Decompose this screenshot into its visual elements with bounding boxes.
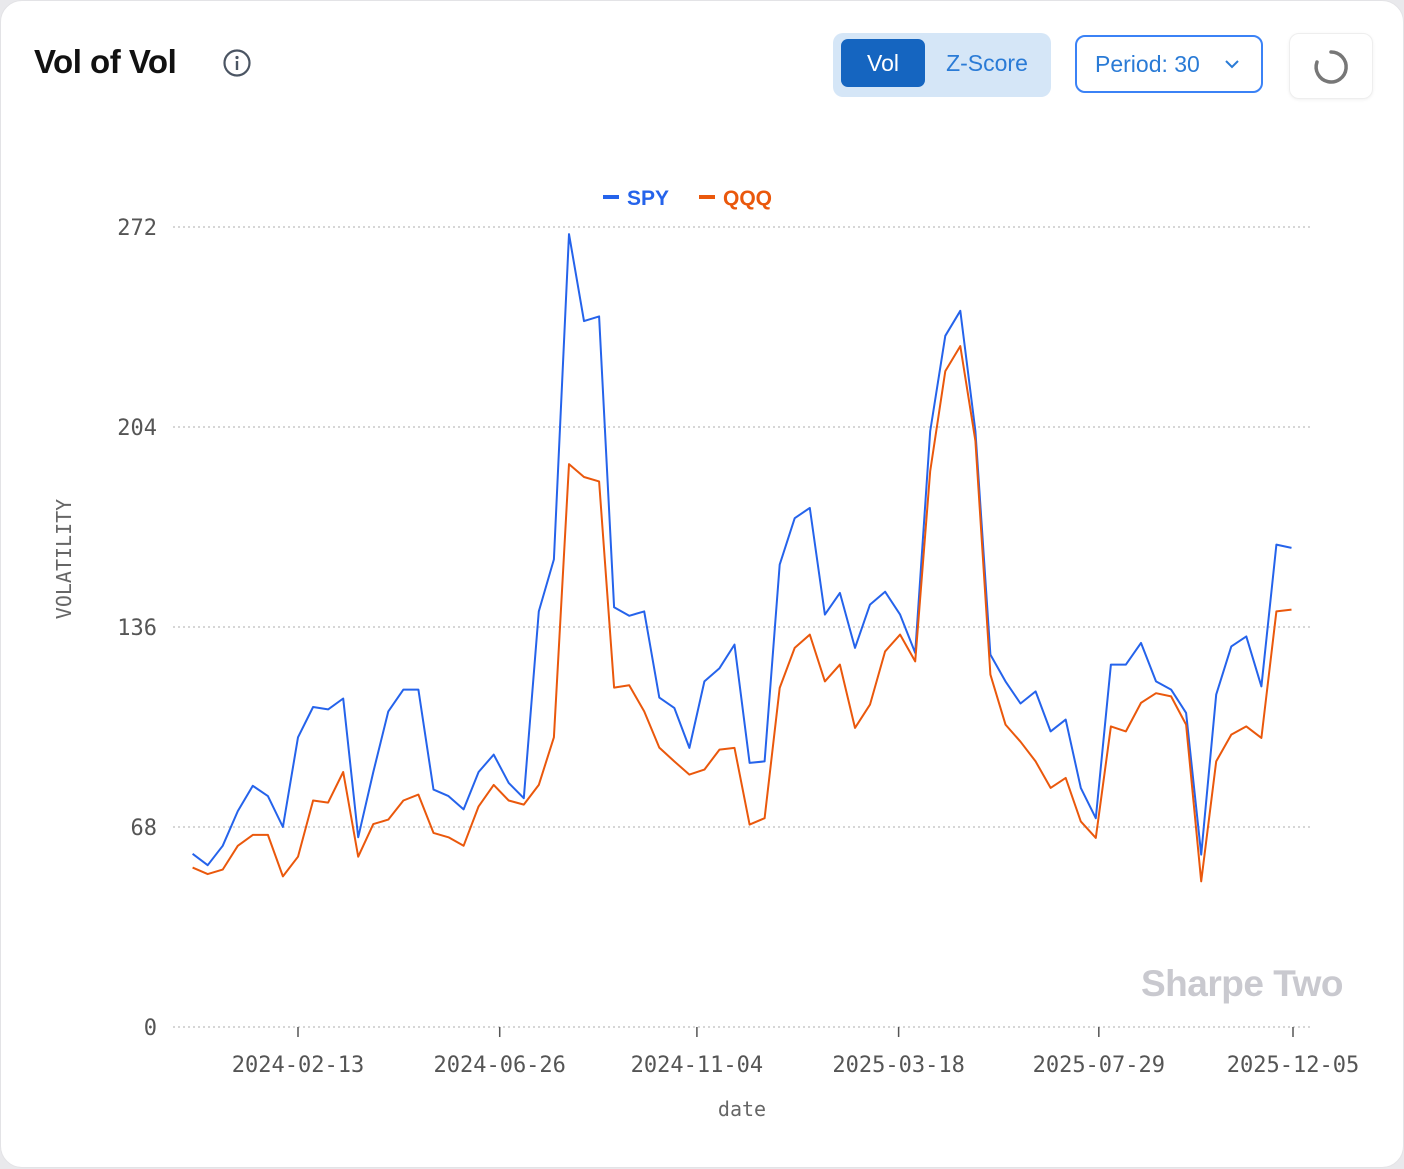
x-tick-label: 2025-03-18 xyxy=(832,1053,964,1078)
x-tick-label: 2025-07-29 xyxy=(1033,1053,1165,1078)
watermark: Sharpe Two xyxy=(1141,963,1343,1004)
chevron-down-icon xyxy=(1225,60,1239,69)
refresh-button[interactable] xyxy=(1289,33,1373,99)
legend-swatch-spy xyxy=(603,195,619,199)
x-tick-label: 2024-06-26 xyxy=(433,1053,565,1078)
y-tick-label: 0 xyxy=(144,1016,157,1041)
legend-label-qqq: QQQ xyxy=(723,187,772,210)
x-tick-label: 2024-02-13 xyxy=(232,1053,364,1078)
y-tick-label: 204 xyxy=(117,416,157,441)
mode-toggle: Vol Z-Score xyxy=(833,33,1051,97)
legend-swatch-qqq xyxy=(699,195,715,199)
refresh-icon xyxy=(1314,50,1348,84)
x-tick-label: 2024-11-04 xyxy=(631,1053,763,1078)
series-line-spy xyxy=(191,233,1292,867)
y-tick-label: 136 xyxy=(117,616,157,641)
period-dropdown[interactable]: Period: 30 xyxy=(1075,35,1263,93)
x-axis-label: date xyxy=(718,1097,766,1121)
y-tick-label: 272 xyxy=(117,216,157,241)
chart-title: Vol of Vol xyxy=(34,43,177,80)
y-axis-label: VOLATILITY xyxy=(52,499,76,619)
y-tick-label: 68 xyxy=(131,816,158,841)
toggle-vol-button[interactable]: Vol xyxy=(841,39,925,87)
legend-label-spy: SPY xyxy=(627,187,669,210)
info-icon[interactable] xyxy=(223,49,251,77)
period-label: Period: 30 xyxy=(1095,51,1200,77)
series-line-qqq xyxy=(192,345,1292,883)
x-tick-label: 2025-12-05 xyxy=(1227,1053,1359,1078)
toggle-zscore-button[interactable]: Z-Score xyxy=(946,50,1028,76)
